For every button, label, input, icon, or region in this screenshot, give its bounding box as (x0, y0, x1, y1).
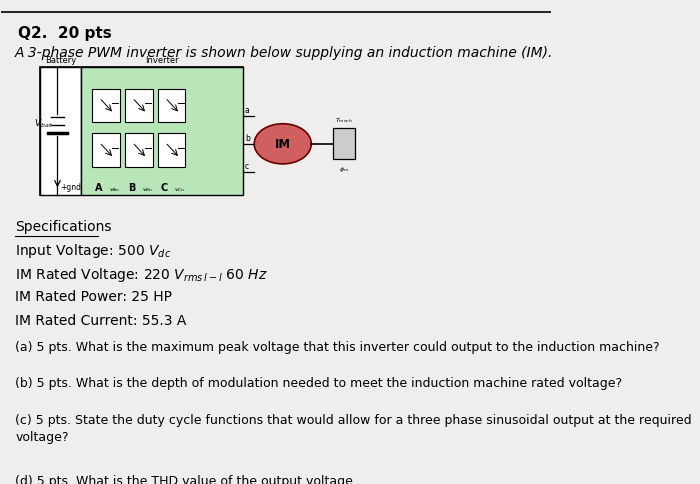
FancyBboxPatch shape (81, 68, 243, 196)
Text: (d) 5 pts. What is the THD value of the output voltage.: (d) 5 pts. What is the THD value of the … (15, 474, 357, 484)
Text: $v_{An}$: $v_{An}$ (108, 185, 120, 193)
Text: $\phi_m$: $\phi_m$ (340, 165, 349, 174)
Text: b: b (245, 134, 250, 143)
Text: Inverter: Inverter (146, 56, 179, 65)
Text: IM Rated Power: 25 HP: IM Rated Power: 25 HP (15, 289, 172, 303)
FancyBboxPatch shape (125, 134, 153, 167)
Text: IM: IM (274, 138, 290, 151)
Text: A: A (95, 182, 102, 192)
FancyBboxPatch shape (40, 68, 243, 196)
Text: $v_{Bn}$: $v_{Bn}$ (141, 185, 153, 193)
Text: $v_{Cn}$: $v_{Cn}$ (174, 185, 186, 193)
FancyBboxPatch shape (92, 90, 120, 123)
Text: B: B (128, 182, 135, 192)
Text: (b) 5 pts. What is the depth of modulation needed to meet the induction machine : (b) 5 pts. What is the depth of modulati… (15, 377, 622, 389)
Text: $T_{mech}$: $T_{mech}$ (335, 116, 353, 124)
Text: IM Rated Current: 55.3 A: IM Rated Current: 55.3 A (15, 314, 186, 328)
Text: Specifications: Specifications (15, 220, 111, 234)
Text: Input Voltage: 500 $V_{dc}$: Input Voltage: 500 $V_{dc}$ (15, 242, 172, 259)
Text: Q2.  20 pts: Q2. 20 pts (18, 26, 111, 41)
Text: IM Rated Voltage: 220 $V_{rms\,l-l}$ 60 $Hz$: IM Rated Voltage: 220 $V_{rms\,l-l}$ 60 … (15, 265, 268, 283)
FancyBboxPatch shape (125, 90, 153, 123)
FancyBboxPatch shape (158, 90, 186, 123)
Text: Battery: Battery (45, 56, 76, 65)
FancyBboxPatch shape (40, 68, 81, 196)
Text: A 3-phase PWM inverter is shown below supplying an induction machine (IM).: A 3-phase PWM inverter is shown below su… (15, 46, 554, 60)
Text: C: C (161, 182, 168, 192)
FancyBboxPatch shape (333, 129, 356, 160)
Text: (c) 5 pts. State the duty cycle functions that would allow for a three phase sin: (c) 5 pts. State the duty cycle function… (15, 413, 692, 443)
Text: $V_{bat}$: $V_{bat}$ (34, 117, 53, 129)
FancyBboxPatch shape (158, 134, 186, 167)
Text: a: a (245, 106, 250, 115)
FancyBboxPatch shape (92, 134, 120, 167)
Text: +gnd: +gnd (60, 183, 81, 192)
Text: (a) 5 pts. What is the maximum peak voltage that this inverter could output to t: (a) 5 pts. What is the maximum peak volt… (15, 340, 660, 353)
Ellipse shape (254, 124, 312, 165)
Text: c: c (245, 162, 249, 171)
